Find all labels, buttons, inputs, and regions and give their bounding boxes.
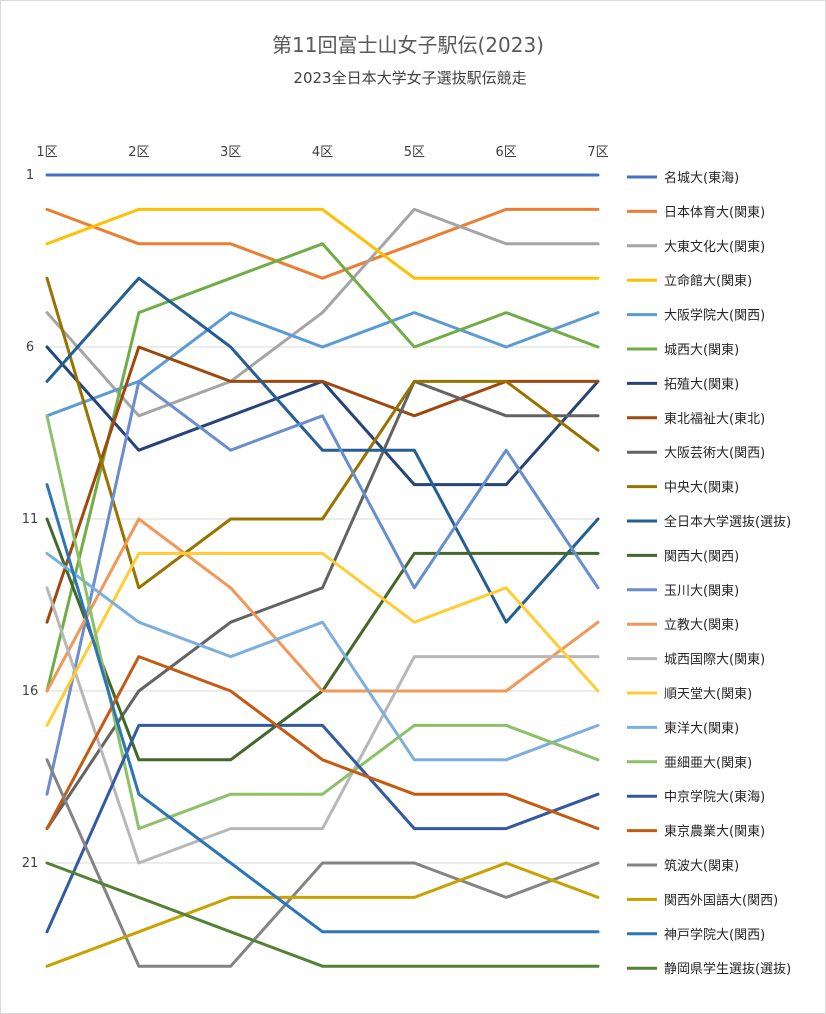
legend-label: 東洋大(関東) [664,720,739,736]
x-tick-label: 4区 [312,145,333,160]
series-line-24 [45,861,600,968]
series-line-6 [45,242,600,693]
legend-label: 中京学院大(東海) [664,789,765,805]
legend: 名城大(東海) 日本体育大(関東) 大東文化大(関東) 立命館大(関東) 大阪学院大(関… [627,170,791,977]
legend-label: 亜細亜大(関東) [664,755,752,771]
legend-label: 中央大(関東) [664,480,739,496]
series-line-22 [45,861,600,968]
legend-label: 大東文化大(関東) [664,239,765,255]
series-line-17 [45,551,600,762]
legend-label: 日本体育大(関東) [664,204,765,220]
series-line-16 [45,551,600,727]
legend-label: 立教大(関東) [664,617,739,633]
x-tick-label: 2区 [128,145,149,160]
legend-label: 東北福祉大(東北) [664,411,765,427]
x-tick-label: 3区 [220,145,241,160]
legend-label: 大阪学院大(関西) [664,308,765,324]
x-axis-ticks: 1区 2区 3区 4区 5区 6区 7区 [36,145,608,160]
legend-label: 筑波大(関東) [664,858,739,874]
legend-label: 関西外国語大(関西) [664,892,778,908]
series-line-20 [45,655,600,831]
legend-label: 大阪芸術大(関西) [664,445,765,461]
legend-label: 拓殖大(関東) [664,376,739,392]
series-line-9 [45,379,600,831]
x-tick-label: 6区 [496,145,517,160]
series-line-4 [45,207,600,280]
series-line-18 [45,414,600,831]
series-line-14 [45,517,600,693]
legend-label: 神戸学院大(関西) [664,927,765,943]
series-line-19 [45,723,600,934]
y-tick-label: 1 [26,168,34,183]
series-line-21 [45,758,600,968]
series-line-15 [45,586,600,865]
series-line-3 [45,207,600,418]
y-tick-label: 21 [22,856,39,871]
series-line-2 [45,207,600,280]
x-tick-label: 7区 [587,145,608,160]
series-line-11 [45,276,600,624]
y-tick-label: 6 [26,340,34,355]
chart-title: 第11回富士山女子駅伝(2023) [272,33,544,57]
legend-label: 名城大(東海) [664,170,739,186]
x-tick-label: 1区 [36,145,57,160]
legend-label: 立命館大(関東) [664,273,752,289]
series-line-5 [45,311,600,418]
series-line-10 [45,276,600,590]
chart-subtitle: 2023全日本大学女子選抜駅伝競走 [293,69,526,87]
legend-label: 順天堂大(関東) [664,686,752,702]
legend-label: 全日本大学選抜(選抜) [664,514,791,530]
series-line-13 [45,379,600,796]
legend-label: 静岡県学生選抜(選抜) [664,961,791,977]
series-lines [45,173,600,968]
legend-label: 城西国際大(関東) [664,652,765,668]
legend-label: 玉川大(関東) [664,583,739,599]
y-tick-label: 16 [22,684,39,699]
series-line-23 [45,483,600,934]
legend-label: 関西大(関西) [664,549,739,564]
x-tick-label: 5区 [404,145,425,160]
legend-label: 城西大(関東) [664,342,739,358]
legend-label: 東京農業大(関東) [664,824,765,840]
y-tick-label: 11 [22,512,39,527]
